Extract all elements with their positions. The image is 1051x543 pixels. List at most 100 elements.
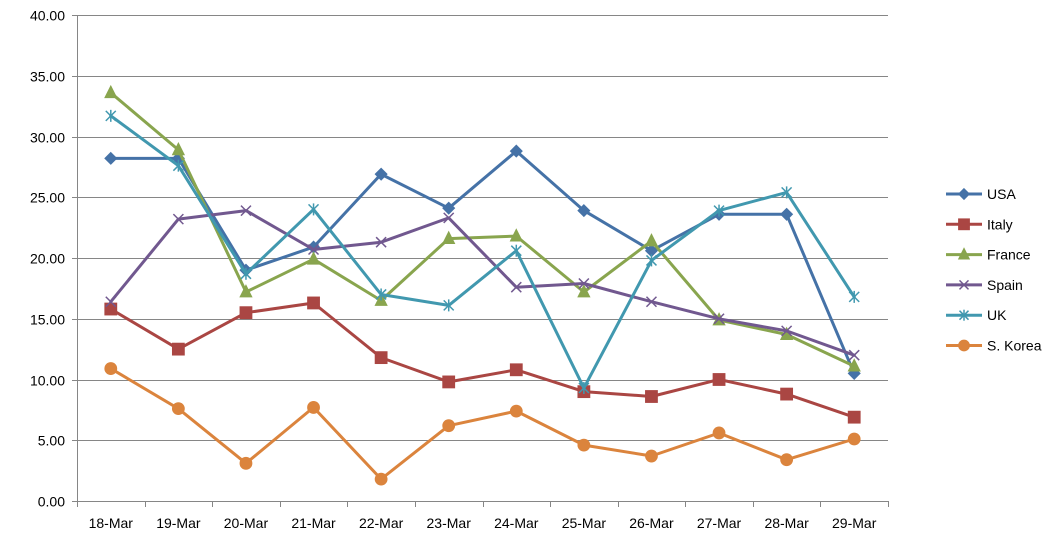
marker-stroke	[713, 313, 725, 325]
y-axis-ticks: 0.00 5.00 10.00 15.00 20.00 25.00 30.00 35.00 40…	[30, 8, 65, 510]
data-point-france	[509, 228, 523, 242]
data-point-uk	[645, 254, 657, 267]
y-tick-label: 0.00	[38, 494, 65, 510]
x-tick-label: 25-Mar	[562, 515, 607, 531]
data-point-spain	[443, 212, 455, 224]
legend-label: France	[987, 247, 1031, 263]
series-line-spain	[109, 209, 856, 357]
data-point-france	[847, 358, 861, 372]
data-point-s-korea	[780, 453, 794, 467]
data-point-s-korea	[104, 362, 118, 375]
series-line-france	[109, 91, 856, 368]
marker-stroke	[443, 212, 455, 224]
y-tick-label: 15.00	[30, 312, 65, 328]
data-point-usa	[780, 207, 794, 221]
data-point-uk	[308, 203, 320, 216]
x-tick-label: 23-Mar	[427, 515, 472, 531]
data-point-s-korea	[509, 404, 523, 418]
data-point-france	[171, 141, 186, 156]
data-point-usa	[577, 204, 591, 218]
data-point-italy	[374, 351, 388, 365]
data-point-spain	[510, 281, 522, 293]
data-point-uk	[240, 267, 252, 280]
legend-label: UK	[987, 307, 1007, 323]
y-tick-label: 30.00	[30, 130, 65, 146]
legend-item-usa: USA	[946, 186, 1016, 202]
series-line-s-korea	[109, 367, 856, 481]
data-point-italy	[847, 410, 861, 424]
series-s-korea	[104, 362, 861, 486]
legend-marker	[958, 339, 970, 352]
x-tick-label: 28-Mar	[764, 515, 809, 531]
data-point-italy	[780, 387, 794, 401]
legend-item-france: France	[946, 247, 1031, 263]
marker-stroke	[958, 279, 970, 290]
legend-label: Spain	[987, 277, 1023, 293]
data-point-s-korea	[442, 419, 456, 433]
data-point-uk	[713, 204, 725, 217]
series-uk	[105, 109, 860, 395]
y-tick-label: 5.00	[38, 433, 65, 449]
data-point-spain	[375, 236, 387, 248]
data-point-france	[577, 284, 591, 298]
legend: USA Italy France Spain UK S. Korea	[946, 186, 1042, 354]
data-point-italy	[645, 390, 658, 403]
data-point-france	[306, 251, 321, 265]
data-point-italy	[239, 306, 253, 320]
marker-stroke	[105, 296, 117, 308]
marker-stroke	[645, 296, 657, 308]
data-point-spain	[172, 213, 184, 225]
x-tick-label: 21-Mar	[291, 515, 336, 531]
x-tick-label: 24-Mar	[494, 515, 539, 531]
series-usa	[104, 144, 861, 380]
x-tick-label: 29-Mar	[832, 515, 877, 531]
y-gridlines	[72, 15, 888, 502]
marker-stroke	[781, 325, 793, 337]
legend-marker	[958, 218, 970, 231]
data-point-usa	[442, 201, 456, 215]
data-point-uk	[443, 299, 455, 312]
x-tick-label: 19-Mar	[156, 515, 201, 531]
series-line-uk	[109, 114, 856, 390]
legend-marker	[957, 247, 971, 260]
data-point-italy	[442, 375, 456, 389]
series-line-usa	[109, 149, 856, 375]
legend-marker	[958, 309, 970, 321]
data-point-uk	[105, 109, 117, 122]
marker-stroke	[848, 349, 860, 361]
data-point-italy	[509, 363, 523, 377]
data-point-spain	[713, 313, 725, 325]
marker-stroke	[578, 277, 590, 290]
data-point-italy	[171, 342, 185, 356]
y-tick-label: 20.00	[30, 251, 65, 267]
y-tick-label: 35.00	[30, 69, 65, 85]
data-point-spain	[105, 296, 117, 308]
data-point-uk	[172, 159, 184, 172]
data-point-spain	[848, 349, 860, 361]
data-point-spain	[781, 325, 793, 337]
data-point-france	[644, 233, 659, 247]
marker-stroke	[240, 205, 252, 217]
marker-stroke	[172, 213, 184, 225]
legend-item-italy: Italy	[946, 216, 1013, 232]
marker-stroke	[375, 236, 387, 248]
data-point-italy	[104, 302, 118, 316]
x-tick-label: 26-Mar	[629, 515, 674, 531]
data-point-s-korea	[171, 402, 185, 416]
y-tick-label: 25.00	[30, 190, 65, 206]
data-point-s-korea	[374, 472, 388, 486]
data-point-uk	[375, 288, 387, 301]
data-point-france	[442, 230, 456, 244]
data-point-uk	[848, 290, 860, 303]
data-point-usa	[509, 144, 523, 158]
data-point-uk	[578, 382, 590, 395]
data-point-s-korea	[307, 401, 320, 414]
legend-item-uk: UK	[946, 307, 1007, 323]
data-point-spain	[578, 277, 590, 290]
data-point-uk	[510, 244, 522, 257]
x-tick-label: 18-Mar	[89, 515, 134, 531]
data-point-france	[239, 284, 253, 298]
marker-stroke	[308, 243, 320, 256]
marker-stroke	[510, 281, 522, 293]
